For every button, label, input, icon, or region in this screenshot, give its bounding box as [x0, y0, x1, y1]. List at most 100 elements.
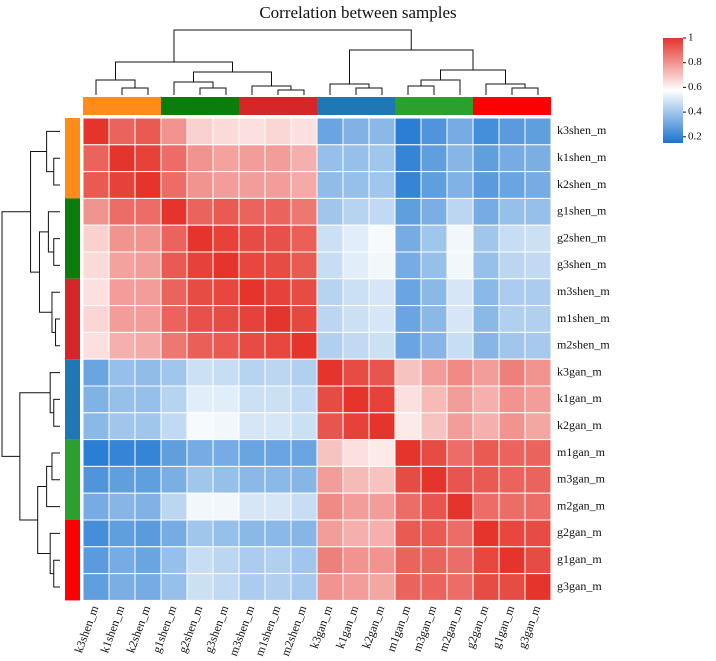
row-label: g1shen_m: [557, 204, 607, 218]
heatmap-cell: [498, 492, 526, 521]
heatmap-cell: [290, 519, 318, 548]
column-group-bar: [161, 97, 239, 115]
heatmap-cell: [498, 171, 526, 199]
heatmap-cell: [264, 171, 292, 199]
heatmap-cell: [160, 573, 188, 601]
heatmap-cell: [134, 251, 162, 280]
heatmap-cell: [134, 278, 162, 307]
heatmap-cell: [472, 278, 500, 307]
heatmap-cell: [82, 331, 110, 360]
column-group-bar: [395, 97, 473, 115]
heatmap-cell: [394, 412, 422, 441]
heatmap-cell: [108, 412, 136, 441]
heatmap-cell: [108, 171, 136, 199]
heatmap-cell: [160, 171, 188, 199]
heatmap-cell: [472, 224, 500, 253]
heatmap-cell: [82, 197, 110, 226]
heatmap-cell: [342, 385, 370, 414]
heatmap-cell: [368, 331, 396, 360]
heatmap-cell: [368, 439, 396, 467]
row-group-bar: [65, 118, 80, 199]
row-label: m1gan_m: [557, 445, 606, 459]
heatmap-cell: [186, 412, 214, 441]
heatmap-cell: [82, 412, 110, 441]
heatmap-cell: [368, 117, 396, 146]
heatmap-cell: [420, 519, 448, 548]
heatmap-cell: [238, 144, 266, 173]
heatmap-cell: [134, 117, 162, 146]
heatmap-cell: [186, 197, 214, 226]
heatmap-cell: [290, 412, 318, 441]
heatmap-cell: [212, 197, 240, 226]
heatmap-cell: [290, 546, 318, 575]
row-label: k2shen_m: [557, 177, 607, 191]
heatmap-cell: [524, 492, 552, 521]
heatmap-cell: [524, 546, 552, 575]
heatmap-cell: [290, 492, 318, 521]
heatmap-cell: [342, 519, 370, 548]
heatmap-cell: [134, 171, 162, 199]
heatmap-cell: [368, 519, 396, 548]
heatmap-cell: [160, 331, 188, 360]
heatmap-cell: [446, 385, 474, 414]
row-label: g3gan_m: [557, 579, 602, 593]
heatmap-cell: [316, 492, 344, 521]
heatmap-cell: [342, 573, 370, 601]
row-group-bar: [65, 278, 80, 360]
heatmap-cell: [108, 278, 136, 307]
heatmap-cell: [394, 251, 422, 280]
heatmap-cell: [186, 224, 214, 253]
heatmap-cell: [342, 171, 370, 199]
heatmap-cell: [420, 573, 448, 601]
heatmap-cell: [524, 385, 552, 414]
row-group-bar: [65, 359, 80, 440]
heatmap-cell: [394, 197, 422, 226]
heatmap-cell: [342, 331, 370, 360]
heatmap-cell: [82, 546, 110, 575]
heatmap-cell: [394, 573, 422, 601]
heatmap-cell: [212, 251, 240, 280]
heatmap-cell: [498, 144, 526, 173]
heatmap-cell: [342, 305, 370, 333]
heatmap-cell: [394, 331, 422, 360]
heatmap-cell: [82, 519, 110, 548]
heatmap-cell: [472, 117, 500, 146]
heatmap-cell: [160, 519, 188, 548]
heatmap-cell: [108, 385, 136, 414]
heatmap-cell: [342, 224, 370, 253]
heatmap-cell: [524, 197, 552, 226]
row-label: g1gan_m: [557, 552, 602, 566]
heatmap-cell: [446, 519, 474, 548]
heatmap-cell: [82, 278, 110, 307]
heatmap-cell: [394, 385, 422, 414]
heatmap-cell: [238, 412, 266, 441]
heatmap-cell: [82, 385, 110, 414]
heatmap-cell: [290, 171, 318, 199]
heatmap-cell: [316, 358, 344, 387]
column-label: k3gan_m: [307, 603, 336, 650]
heatmap-cell: [134, 358, 162, 387]
heatmap-cell: [264, 546, 292, 575]
heatmap-cell: [238, 465, 266, 494]
heatmap-cell: [420, 439, 448, 467]
heatmap-cell: [186, 385, 214, 414]
heatmap-cell: [394, 117, 422, 146]
column-group-bar: [317, 97, 395, 115]
heatmap-cell: [238, 331, 266, 360]
heatmap-cell: [316, 546, 344, 575]
heatmap-cell: [108, 519, 136, 548]
heatmap-cell: [238, 546, 266, 575]
heatmap-cell: [82, 305, 110, 333]
heatmap-cell: [316, 197, 344, 226]
heatmap-cell: [472, 465, 500, 494]
heatmap-cell: [316, 251, 344, 280]
heatmap-cell: [264, 305, 292, 333]
heatmap-cell: [186, 144, 214, 173]
heatmap-cell: [134, 331, 162, 360]
heatmap-cell: [290, 278, 318, 307]
heatmap-cell: [524, 465, 552, 494]
heatmap-cell: [134, 465, 162, 494]
heatmap-cell: [316, 224, 344, 253]
column-label: g2shen_m: [175, 603, 205, 655]
row-label: m1shen_m: [557, 311, 610, 325]
